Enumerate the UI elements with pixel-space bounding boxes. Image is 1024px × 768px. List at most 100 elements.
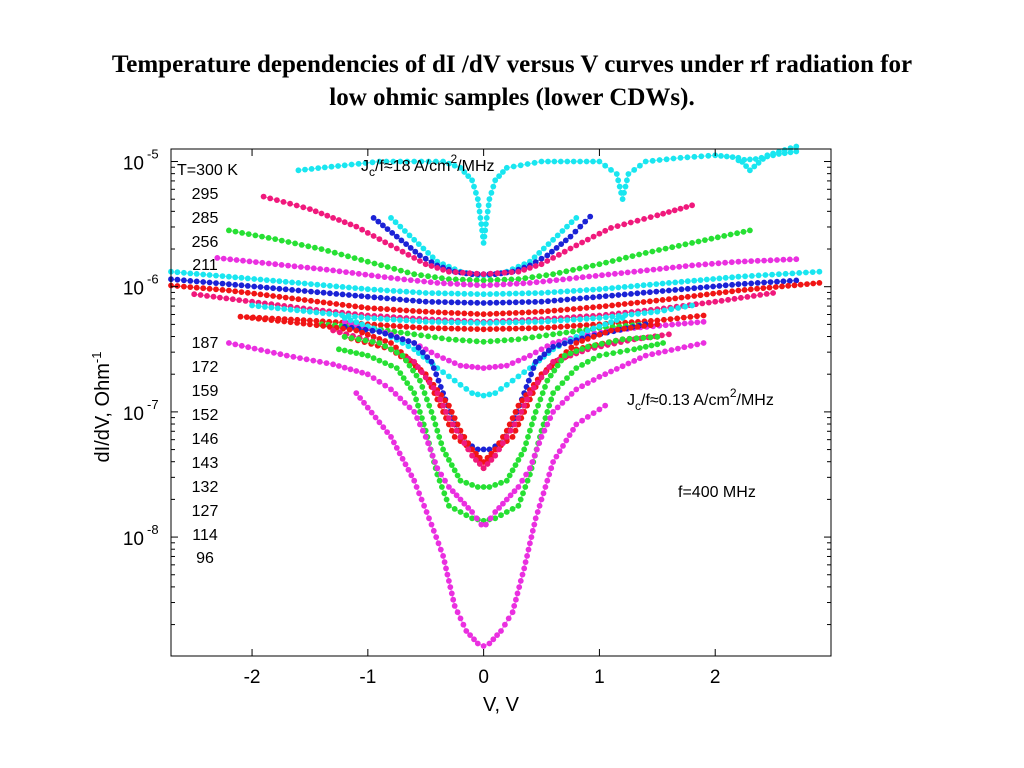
- data-point: [353, 223, 360, 230]
- data-point: [422, 325, 429, 331]
- data-point: [496, 446, 502, 453]
- data-point: [556, 342, 562, 348]
- data-point: [725, 296, 731, 303]
- data-point: [512, 409, 519, 415]
- data-point: [680, 314, 687, 321]
- data-point: [532, 319, 538, 325]
- data-point: [393, 334, 400, 341]
- data-point: [564, 395, 570, 402]
- data-point: [446, 160, 452, 167]
- data-point: [616, 183, 623, 190]
- data-point: [206, 272, 213, 278]
- data-point: [213, 286, 219, 293]
- data-point: [663, 156, 670, 163]
- data-point: [721, 233, 728, 239]
- data-point: [455, 310, 461, 316]
- data-point: [446, 336, 452, 343]
- data-point: [434, 352, 441, 359]
- data-point: [463, 386, 470, 392]
- data-point: [509, 506, 516, 512]
- data-point: [382, 239, 389, 246]
- data-point: [520, 490, 526, 497]
- data-point: [429, 254, 436, 261]
- data-point: [503, 434, 510, 440]
- data-point: [219, 287, 226, 293]
- data-point: [436, 434, 443, 440]
- data-point: [577, 316, 583, 323]
- data-point: [621, 284, 628, 290]
- data-point: [523, 471, 529, 478]
- data-point: [702, 261, 709, 268]
- data-point: [675, 242, 682, 249]
- data-point: [681, 320, 688, 327]
- data-point: [519, 309, 526, 316]
- data-point: [659, 288, 666, 294]
- data-point: [602, 285, 609, 292]
- data-point: [487, 282, 494, 288]
- title-line-1: Temperature dependencies of dI /dV versu…: [111, 51, 913, 78]
- data-point: [455, 290, 461, 297]
- data-point: [677, 205, 684, 212]
- x-tick-label: -1: [359, 667, 376, 688]
- data-point: [483, 215, 490, 221]
- data-point: [429, 452, 436, 459]
- data-point: [628, 291, 634, 297]
- annotation-jc-high: Jc/f≈18 A/cm2/MHz: [361, 152, 495, 179]
- data-point: [361, 399, 367, 406]
- data-point: [226, 287, 232, 294]
- data-point: [307, 308, 313, 315]
- data-point: [522, 559, 529, 565]
- data-point: [405, 343, 412, 350]
- data-point: [508, 336, 515, 343]
- data-point: [527, 427, 533, 434]
- data-point: [657, 266, 663, 272]
- data-point: [434, 280, 441, 286]
- data-point: [421, 278, 427, 285]
- data-point: [782, 270, 789, 277]
- temperature-label: 143: [192, 455, 219, 472]
- data-point: [393, 233, 400, 240]
- data-point: [301, 280, 308, 287]
- data-point: [705, 152, 712, 159]
- data-point: [577, 158, 583, 165]
- temperature-label: 159: [192, 383, 219, 400]
- data-point: [487, 299, 493, 306]
- data-point: [206, 279, 213, 286]
- data-point: [653, 281, 660, 287]
- temperature-label: 256: [192, 234, 219, 251]
- data-point: [372, 414, 379, 421]
- data-point: [634, 324, 641, 330]
- data-point: [515, 336, 522, 343]
- data-point: [397, 223, 404, 230]
- data-point: [331, 249, 338, 256]
- data-point: [735, 157, 742, 164]
- data-point: [255, 315, 262, 322]
- data-point: [519, 397, 526, 404]
- data-point: [447, 584, 454, 590]
- data-point: [442, 477, 448, 484]
- data-point: [492, 177, 499, 184]
- data-point: [263, 284, 270, 291]
- data-point: [508, 269, 515, 276]
- data-point: [640, 282, 647, 289]
- data-point: [442, 397, 448, 404]
- data-point: [561, 352, 568, 359]
- data-point: [531, 452, 538, 459]
- data-point: [712, 298, 719, 305]
- data-point: [666, 287, 672, 294]
- data-point: [438, 440, 445, 447]
- data-point: [463, 479, 470, 486]
- data-point: [346, 292, 352, 298]
- data-point: [596, 323, 603, 330]
- data-point: [411, 409, 418, 415]
- data-point: [757, 292, 764, 298]
- data-point: [419, 415, 425, 421]
- data-point: [729, 154, 736, 161]
- data-point: [682, 303, 688, 310]
- data-point: [440, 446, 446, 453]
- data-point: [621, 301, 628, 307]
- data-point: [414, 415, 420, 421]
- data-point: [544, 258, 551, 264]
- data-point: [390, 323, 397, 329]
- data-point: [383, 158, 390, 165]
